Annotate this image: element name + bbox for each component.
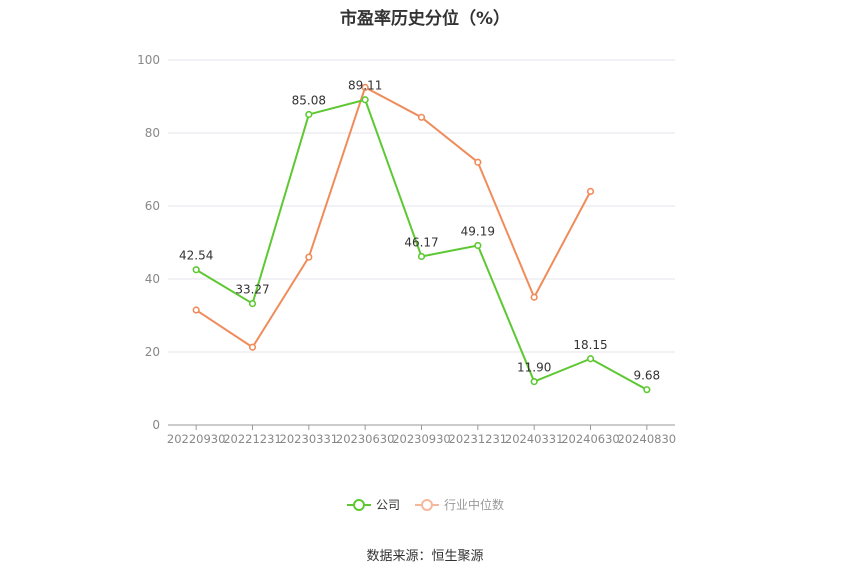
data-source: 数据来源：恒生聚源 <box>366 549 484 564</box>
y-tick-label: 60 <box>145 199 160 213</box>
industry-point <box>417 113 426 121</box>
legend-company-label: 公司 <box>375 498 400 512</box>
x-tick-label: 20220930 <box>167 432 226 446</box>
company-point <box>530 377 538 386</box>
industry-point <box>248 343 257 351</box>
x-tick-label: 20221231 <box>223 432 282 446</box>
legend-item-industry-median[interactable]: 行业中位数 <box>414 496 504 513</box>
y-tick-label: 0 <box>152 418 160 432</box>
y-tick-label: 40 <box>145 272 160 286</box>
x-tick-label: 20230630 <box>336 432 395 446</box>
data-label: 9.68 <box>633 369 660 383</box>
x-tick-label: 20240331 <box>505 432 564 446</box>
company-point <box>474 241 482 250</box>
industry-point <box>530 293 538 301</box>
y-tick-label: 80 <box>145 126 160 140</box>
x-tick-label: 20230930 <box>392 432 451 446</box>
industry-point <box>305 253 313 261</box>
company-point <box>192 266 200 274</box>
data-label: 46.17 <box>404 235 438 249</box>
x-tick-label: 20240830 <box>618 432 677 446</box>
company-point <box>361 96 369 104</box>
data-label: 42.54 <box>179 249 213 263</box>
legend-item-company[interactable]: 公司 <box>346 496 400 513</box>
legend-industry-marker-icon <box>415 498 439 511</box>
legend-company-marker-icon <box>346 498 371 511</box>
company-point <box>417 252 426 261</box>
data-label: 33.27 <box>235 283 269 297</box>
industry-point <box>586 187 595 195</box>
legend-industry-label: 行业中位数 <box>444 498 505 512</box>
industry-point <box>361 83 369 91</box>
x-tick-label: 20230331 <box>280 432 339 446</box>
series-industry-line <box>195 86 592 349</box>
data-label: 89.11 <box>348 79 382 93</box>
data-label: 11.90 <box>517 361 551 375</box>
company-point <box>643 386 651 394</box>
chart-title: 市盈率历史分位（%） <box>339 9 511 29</box>
data-label: 18.15 <box>573 338 607 352</box>
company-point <box>305 110 313 119</box>
company-point <box>248 299 257 308</box>
x-tick-label: 20231231 <box>449 432 508 446</box>
company-point <box>586 355 595 363</box>
data-label: 85.08 <box>292 93 326 107</box>
industry-point <box>192 306 200 314</box>
line-chart: 0204060801002022093020221231202303312023… <box>137 53 677 446</box>
y-tick-label: 100 <box>137 53 160 67</box>
industry-point <box>474 158 482 166</box>
x-tick-label: 20240630 <box>561 432 620 446</box>
legend: 公司 行业中位数 <box>0 496 850 513</box>
data-label: 49.19 <box>461 224 495 238</box>
y-tick-label: 20 <box>145 345 160 359</box>
